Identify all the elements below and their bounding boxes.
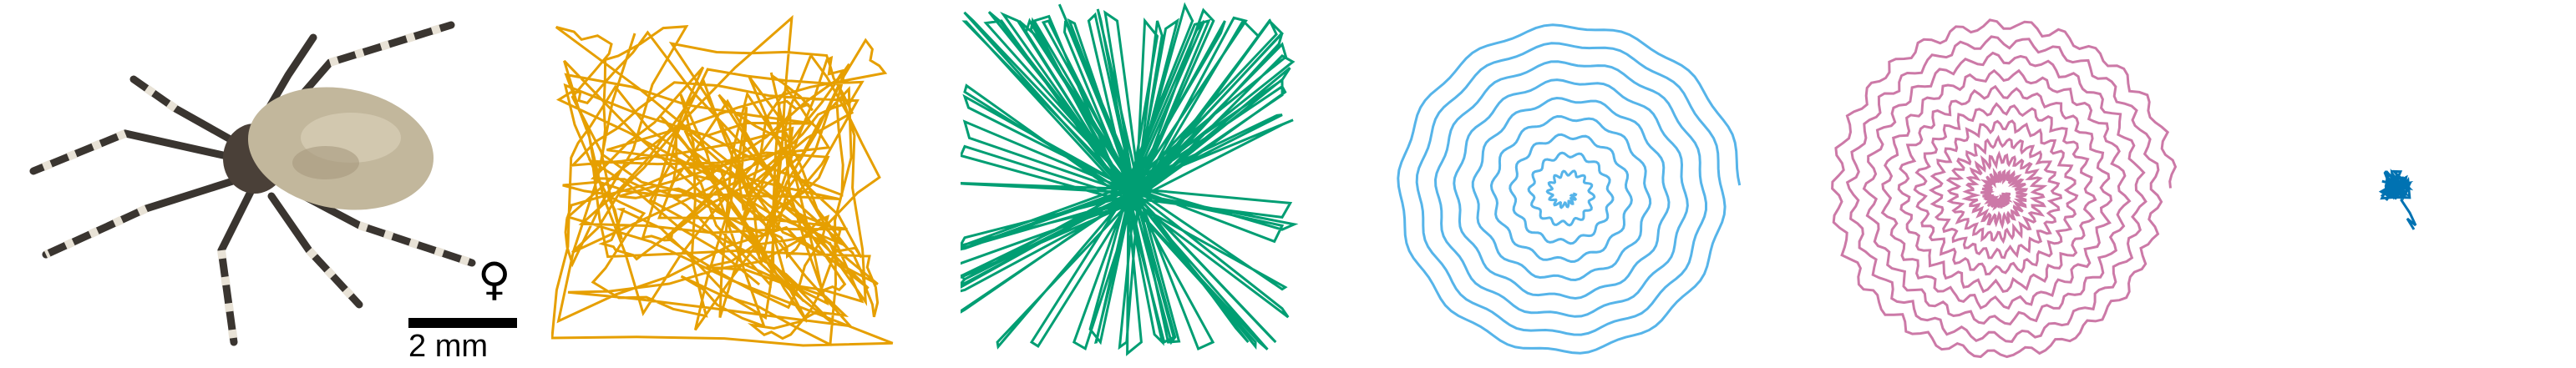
spider-leg	[42, 175, 242, 259]
trajectory-path	[961, 2, 1299, 356]
spider-leg	[217, 188, 255, 346]
female-symbol: ♀	[478, 253, 511, 305]
trajectory-panel-wiggly-spiral	[1813, 0, 2188, 368]
trajectory-panel-small-tangle	[2355, 0, 2523, 368]
trajectory-path	[1397, 23, 1742, 355]
trajectory-path	[1831, 18, 2178, 359]
scale-bar-label: 2 mm	[408, 329, 488, 364]
trajectory-panel-spiral	[1378, 0, 1754, 368]
trajectory-panel-random	[551, 0, 927, 368]
trajectory-panel-radial	[961, 0, 1336, 368]
trajectory-path	[551, 14, 894, 347]
scale-bar	[408, 318, 517, 328]
spider-leg	[267, 192, 363, 309]
spider-illustration	[29, 21, 517, 346]
spider-photo	[0, 0, 535, 368]
spider-leg	[29, 129, 242, 175]
trajectory-path	[2378, 168, 2417, 230]
